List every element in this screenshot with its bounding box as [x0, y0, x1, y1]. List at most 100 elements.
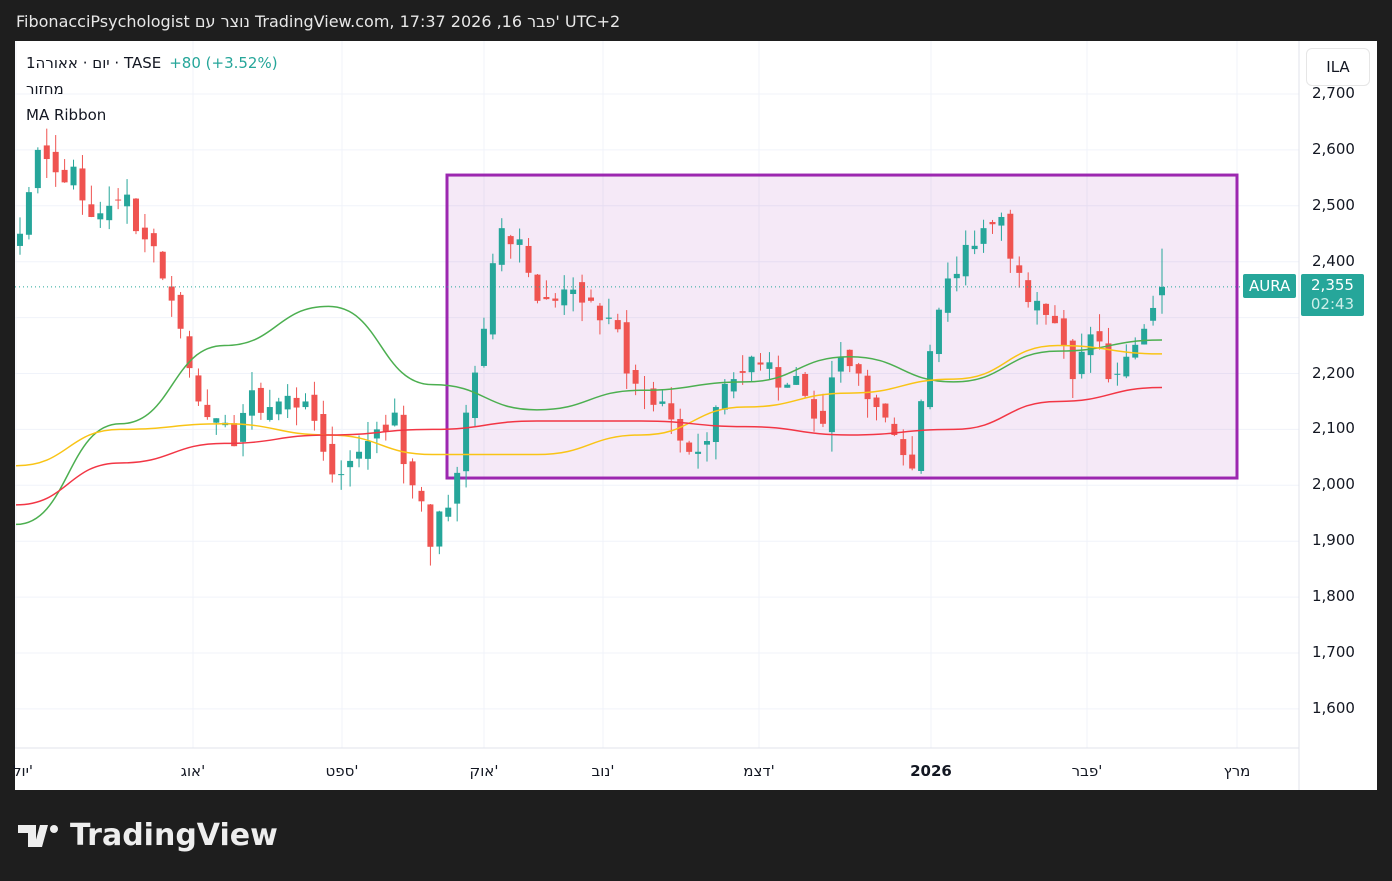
candle-body	[106, 205, 113, 221]
candle-body	[373, 429, 380, 439]
candle-body	[177, 294, 184, 329]
candle-body	[793, 375, 800, 385]
price-tick: 1,700	[1312, 643, 1355, 661]
candle-body	[248, 390, 255, 416]
candle-body	[1016, 265, 1023, 273]
candle-body	[998, 216, 1005, 226]
time-tick: פבר'	[1071, 762, 1103, 780]
candle-body	[266, 407, 273, 420]
candle-body	[1159, 286, 1165, 296]
price-tick: 2,500	[1312, 195, 1355, 214]
candle-body	[186, 336, 193, 369]
candle-body	[1132, 344, 1139, 358]
price-chart[interactable]	[15, 41, 1377, 790]
brand-name: TradingView	[70, 818, 278, 853]
tradingview-logo: TradingView	[18, 818, 278, 853]
candle-body	[400, 414, 407, 465]
candle-body	[757, 362, 764, 365]
candle-body	[721, 383, 728, 410]
candle-body	[302, 401, 309, 408]
candle-body	[918, 401, 925, 472]
time-tick: אוק'	[469, 762, 499, 780]
candle-body	[1141, 328, 1148, 345]
candle-body	[257, 387, 264, 413]
price-tick: 1,900	[1312, 531, 1355, 550]
candle-body	[837, 356, 844, 372]
time-tick: דצמ'	[743, 762, 775, 780]
candle-body	[659, 401, 666, 404]
candle-body	[1060, 318, 1067, 346]
volume-legend[interactable]: מחזור	[26, 80, 64, 98]
candle-body	[944, 278, 951, 313]
candle-body	[677, 418, 684, 441]
candle-body	[1051, 315, 1058, 324]
candle-body	[79, 168, 86, 201]
ma-mid-line	[15, 344, 1163, 467]
candle-body	[1007, 213, 1014, 259]
bar-countdown: 02:43	[1310, 295, 1355, 313]
candle-body	[534, 274, 541, 301]
price-change: +80 (+3.52%)	[169, 54, 278, 72]
range-box	[445, 173, 1239, 480]
candle-body	[293, 397, 300, 408]
candle-body	[864, 375, 871, 400]
candle-body	[1105, 343, 1112, 380]
candle-body	[231, 423, 238, 447]
price-tick: 2,700	[1312, 84, 1355, 102]
candle-body	[275, 401, 282, 415]
ma-ribbon-legend[interactable]: MA Ribbon	[26, 106, 107, 124]
price-tick: 2,600	[1312, 139, 1355, 158]
candle-body	[311, 394, 318, 421]
price-tick: 2,400	[1312, 251, 1355, 270]
candle-body	[347, 460, 354, 468]
candle-body	[284, 395, 291, 410]
candle-body	[543, 296, 550, 300]
candle-body	[552, 298, 559, 301]
candle-body	[1025, 280, 1032, 303]
candle-body	[873, 397, 880, 408]
ma-fast-line	[15, 305, 1163, 526]
time-tick: 2026	[910, 762, 952, 780]
candle-body	[748, 356, 755, 373]
candle-body	[1096, 331, 1103, 342]
time-tick: נוב'	[591, 762, 615, 780]
tradingview-logo-icon	[18, 824, 58, 847]
candle-body	[463, 412, 470, 472]
time-tick: ספט'	[325, 762, 359, 780]
candle-body	[498, 228, 505, 265]
candle-body	[891, 423, 898, 435]
candle-body	[614, 320, 621, 330]
candle-body	[391, 412, 398, 426]
candle-body	[70, 166, 77, 186]
candle-body	[356, 451, 363, 459]
candle-body	[436, 511, 443, 547]
candle-body	[489, 263, 496, 335]
candle-body	[855, 364, 862, 374]
candle-body	[561, 289, 568, 306]
candle-body	[971, 245, 978, 250]
candle-body	[802, 373, 809, 396]
candle-body	[320, 414, 327, 452]
ma-slow-line	[15, 386, 1163, 506]
time-tick: יול'	[12, 762, 34, 780]
candle-body	[168, 286, 175, 301]
candle-body	[730, 379, 737, 392]
candle-body	[570, 289, 577, 295]
candle-body	[766, 362, 773, 369]
candle-body	[25, 192, 32, 235]
candle-body	[623, 322, 630, 374]
candle-body	[195, 375, 202, 402]
candle-body	[97, 213, 104, 220]
currency-button[interactable]: ILA	[1306, 48, 1370, 86]
candle-body	[828, 377, 835, 433]
symbol-legend[interactable]: 1יום · אאורה · TASE +80 (+3.52%)	[26, 54, 278, 72]
price-tick: 1,600	[1312, 698, 1355, 717]
candle-body	[382, 424, 389, 432]
candle-body	[124, 194, 131, 207]
candle-body	[472, 372, 479, 419]
candle-body	[525, 245, 532, 273]
candle-body	[240, 412, 247, 442]
chart-panel[interactable]: 1יום · אאורה · TASE +80 (+3.52%) מחזור MA…	[12, 41, 1377, 790]
candle-body	[1069, 340, 1076, 380]
candle-body	[686, 442, 693, 452]
